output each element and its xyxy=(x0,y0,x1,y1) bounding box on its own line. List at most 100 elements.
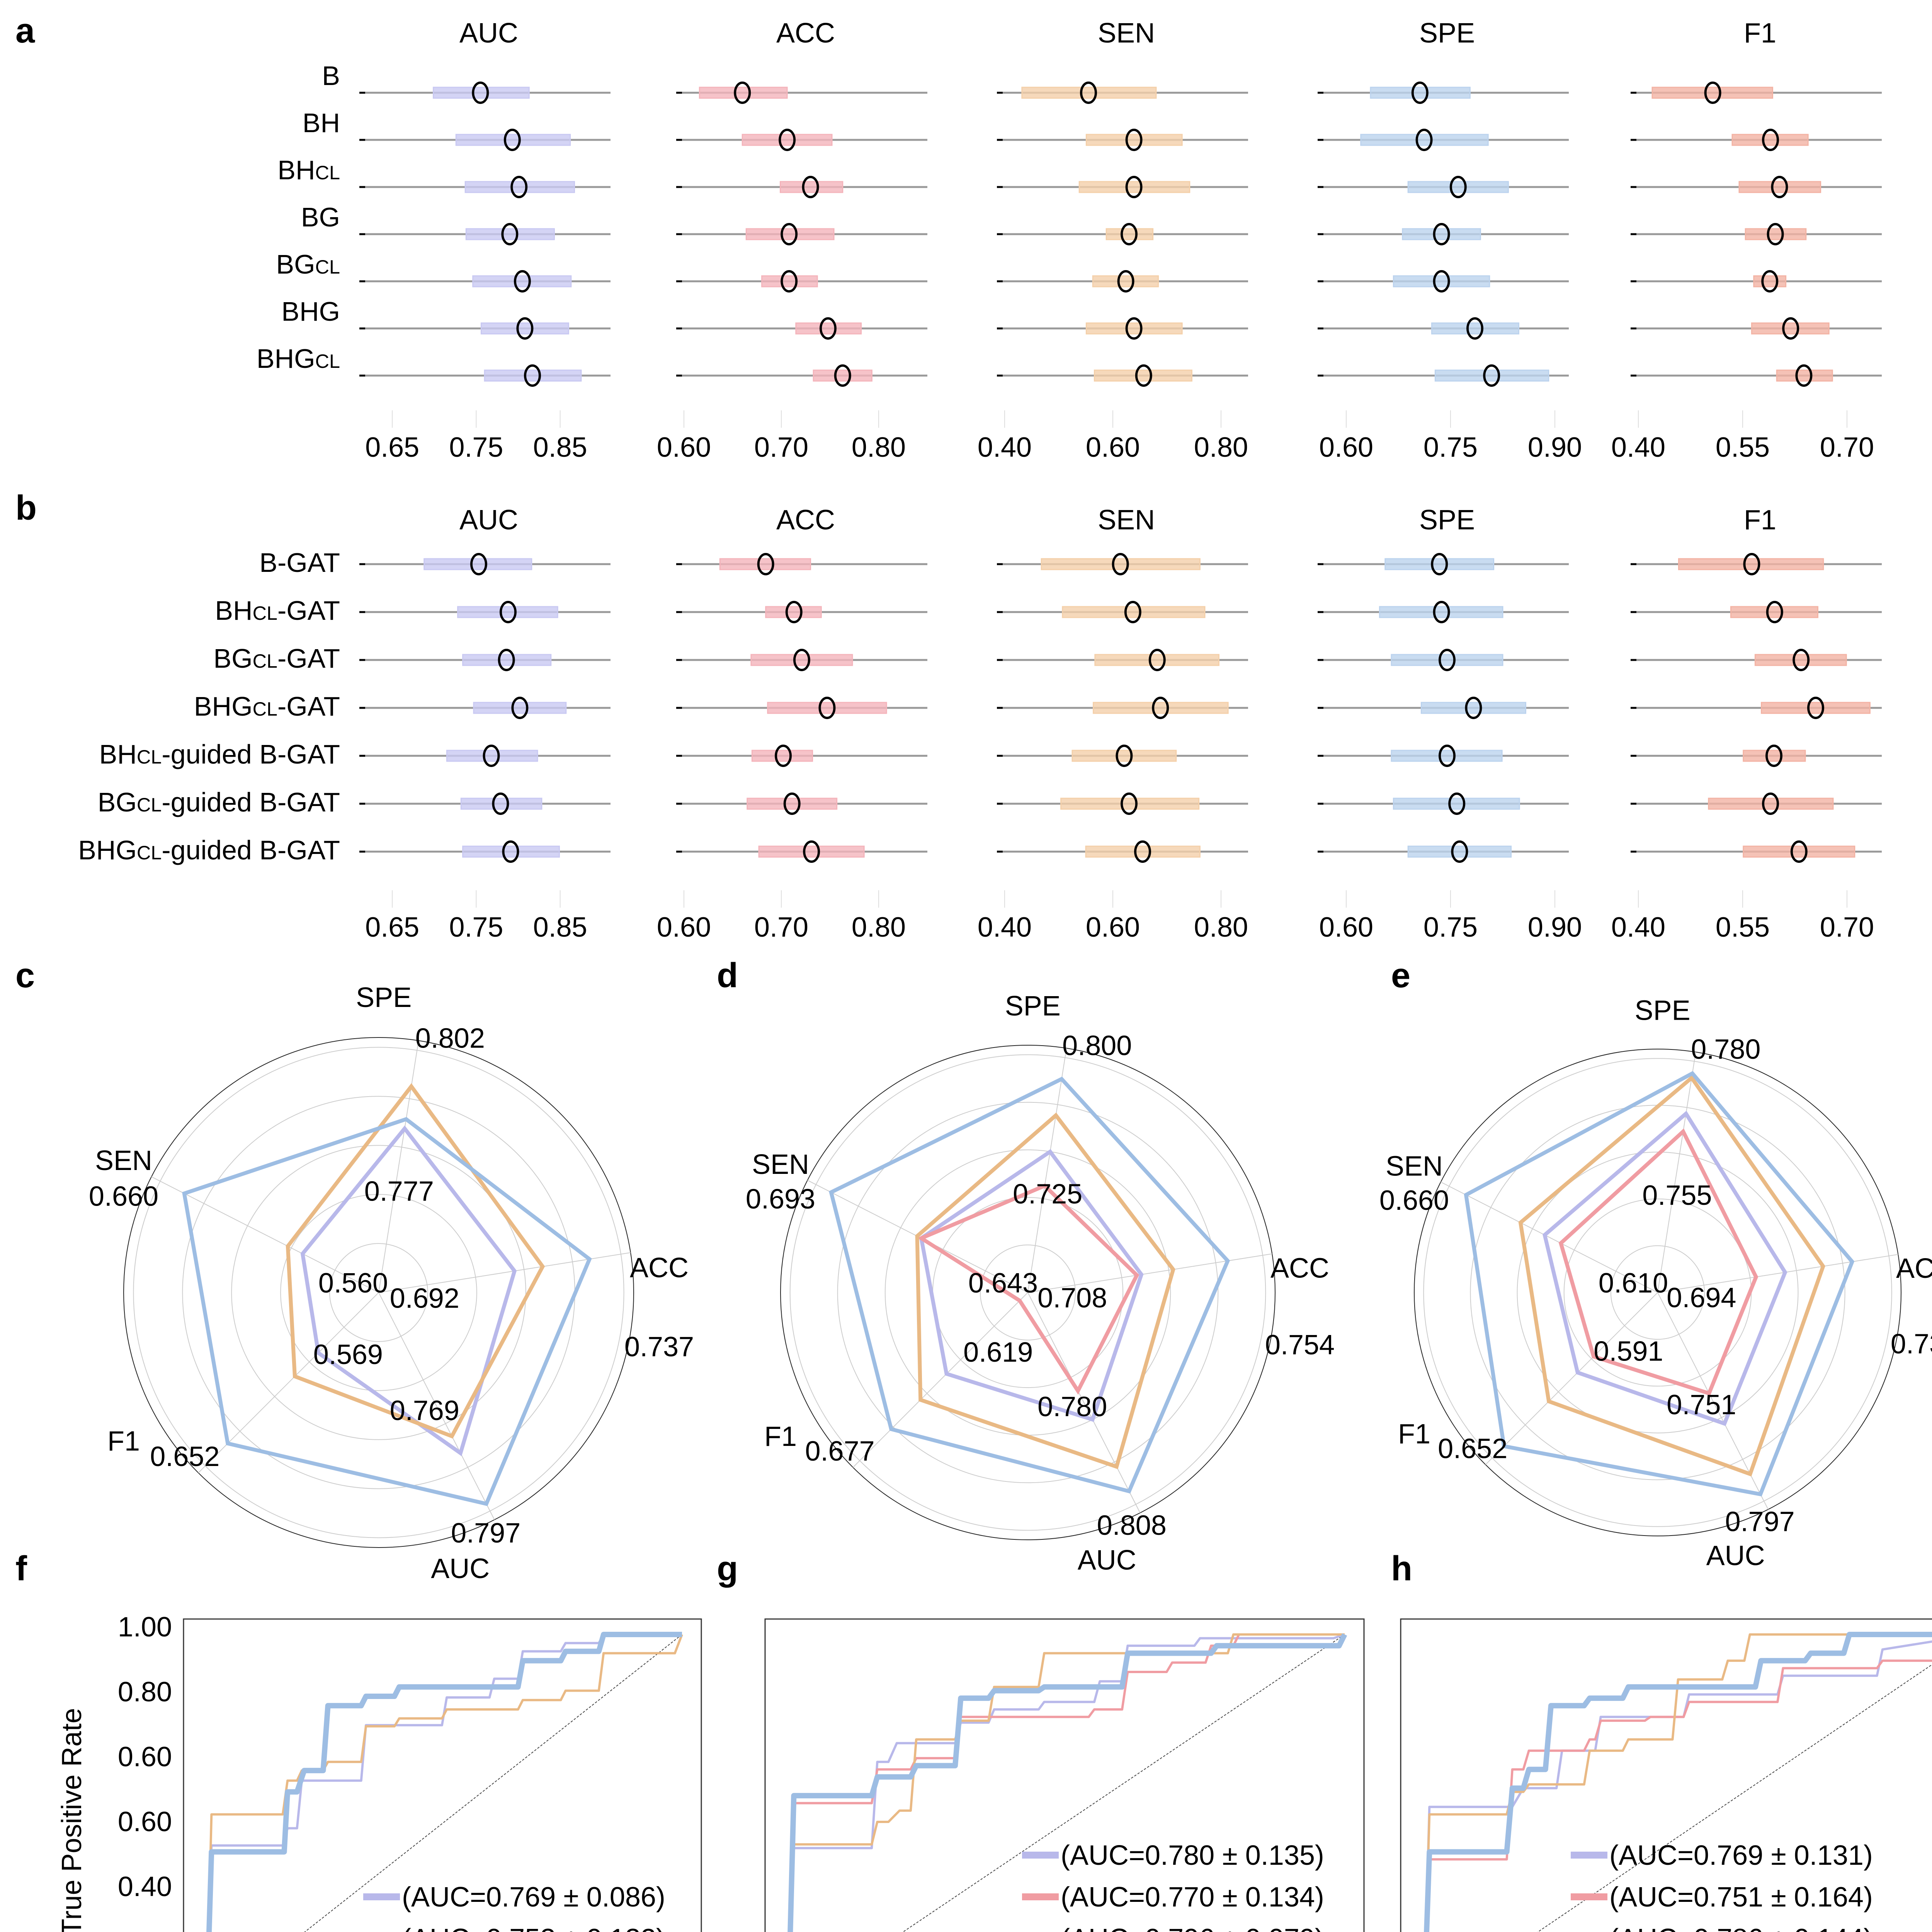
point-estimate xyxy=(1125,129,1143,151)
metric-title: F1 xyxy=(1744,505,1776,536)
point-estimate xyxy=(793,649,810,671)
ci-box xyxy=(460,798,543,810)
y-tick-label: 0.60 xyxy=(118,1742,172,1772)
x-tick-label: 0.60 xyxy=(1319,432,1373,463)
ci-box xyxy=(750,654,853,666)
ci-box xyxy=(464,181,575,193)
radar-min-value: 0.569 xyxy=(313,1339,383,1370)
ci-box xyxy=(1105,228,1154,240)
row-label: BGCL-guided B-GAT xyxy=(98,787,340,817)
radar-axis-label: AUC xyxy=(431,1553,490,1584)
x-tick-label: 0.80 xyxy=(852,912,906,943)
roc-chart-g: (AUC=0.780 ± 0.135) (AUC=0.770 ± 0.134) (A… xyxy=(764,1618,1365,1932)
radar-max-value: 0.802 xyxy=(415,1023,485,1054)
plot-frame xyxy=(764,1618,1365,1932)
forest-plot-b: B-GATBHCL-GATBGCL-GATBHGCL-GATBHCL-guide… xyxy=(78,505,1882,943)
radar-spoke xyxy=(1657,1254,1898,1293)
ci-box xyxy=(795,322,862,335)
ci-box xyxy=(462,845,560,858)
point-estimate xyxy=(1782,317,1799,340)
ci-box xyxy=(1094,369,1192,382)
x-tick-label: 0.90 xyxy=(1528,432,1582,463)
radar-axis-label: SEN xyxy=(752,1149,809,1180)
label-main: BG xyxy=(98,787,137,817)
point-estimate xyxy=(802,176,819,198)
ci-box xyxy=(1062,606,1206,618)
radar-grid-ring xyxy=(980,1244,1076,1341)
x-tick-label: 0.55 xyxy=(1716,912,1770,943)
radar-spoke xyxy=(1440,1182,1658,1293)
label-main: BH xyxy=(303,108,340,138)
radar-series-blue xyxy=(829,1077,1230,1494)
ci-box xyxy=(462,654,552,666)
point-estimate xyxy=(1483,364,1500,387)
radar-axis-label: SPE xyxy=(356,982,412,1013)
radar-min-value: 0.643 xyxy=(968,1268,1038,1299)
radar-min-value: 0.777 xyxy=(364,1176,434,1207)
ci-box xyxy=(719,558,811,570)
ci-box xyxy=(473,702,567,714)
panel-letter-g: g xyxy=(717,1549,738,1588)
point-estimate xyxy=(1765,745,1782,767)
radar-outer-ring xyxy=(780,1045,1276,1540)
label-main: BH xyxy=(99,739,137,769)
point-estimate xyxy=(1743,553,1760,575)
roc-curve-red xyxy=(1425,1659,1932,1932)
point-estimate xyxy=(1466,317,1483,340)
point-estimate xyxy=(1448,793,1466,815)
label-smallcaps: CL xyxy=(315,256,340,278)
radar-outer-ring xyxy=(1414,1049,1901,1536)
radar-max-value: 0.800 xyxy=(1062,1031,1132,1061)
metric-title: SEN xyxy=(1098,18,1155,49)
ci-box xyxy=(1402,228,1481,240)
label-tail: -guided B-GAT xyxy=(162,787,340,817)
point-estimate xyxy=(779,129,796,151)
ci-box xyxy=(745,228,835,240)
point-estimate xyxy=(1117,270,1134,293)
metric-title: F1 xyxy=(1744,18,1776,49)
point-estimate xyxy=(757,553,774,575)
panel-letter-c: c xyxy=(15,956,35,995)
point-estimate xyxy=(1124,601,1141,623)
x-tick-label: 0.80 xyxy=(1194,432,1248,463)
point-estimate xyxy=(1125,176,1143,198)
panel-letter-f: f xyxy=(15,1549,27,1588)
radar-min-value: 0.560 xyxy=(318,1268,388,1299)
radar-min-value: 0.619 xyxy=(963,1337,1033,1368)
label-smallcaps: CL xyxy=(315,162,340,184)
chance-diagonal xyxy=(304,1634,682,1932)
ci-box xyxy=(765,606,822,618)
point-estimate xyxy=(1433,223,1450,245)
point-estimate xyxy=(783,793,801,815)
roc-curve-blue xyxy=(206,1632,682,1932)
x-tick-label: 0.80 xyxy=(1194,912,1248,943)
x-tick-label: 0.40 xyxy=(1611,912,1665,943)
radar-min-value: 0.725 xyxy=(1013,1179,1082,1210)
radar-axis-label: AUC xyxy=(1078,1545,1136,1576)
ci-box xyxy=(699,87,788,99)
plot-frame xyxy=(183,1618,702,1932)
metric-title: SPE xyxy=(1419,505,1475,536)
point-estimate xyxy=(1704,82,1721,104)
radar-spoke xyxy=(378,1292,495,1520)
radar-grid-ring xyxy=(133,1047,624,1538)
row-label: BHCL xyxy=(277,155,340,185)
point-estimate xyxy=(1411,82,1429,104)
radar-max-value: 0.780 xyxy=(1691,1034,1760,1065)
point-estimate xyxy=(1415,129,1433,151)
radar-max-value: 0.652 xyxy=(1438,1433,1507,1464)
x-tick-label: 0.55 xyxy=(1716,432,1770,463)
radar-axis-label: F1 xyxy=(107,1426,140,1457)
x-tick-label: 0.75 xyxy=(449,912,503,943)
ci-box xyxy=(480,322,569,335)
point-estimate xyxy=(1125,317,1143,340)
ci-box xyxy=(457,606,558,618)
point-estimate xyxy=(1433,270,1450,293)
point-estimate xyxy=(1767,223,1784,245)
x-tick-label: 0.75 xyxy=(449,432,503,463)
radar-spoke xyxy=(1027,1292,1141,1513)
x-tick-label: 0.60 xyxy=(657,912,711,943)
radar-grid-ring xyxy=(1610,1245,1705,1340)
